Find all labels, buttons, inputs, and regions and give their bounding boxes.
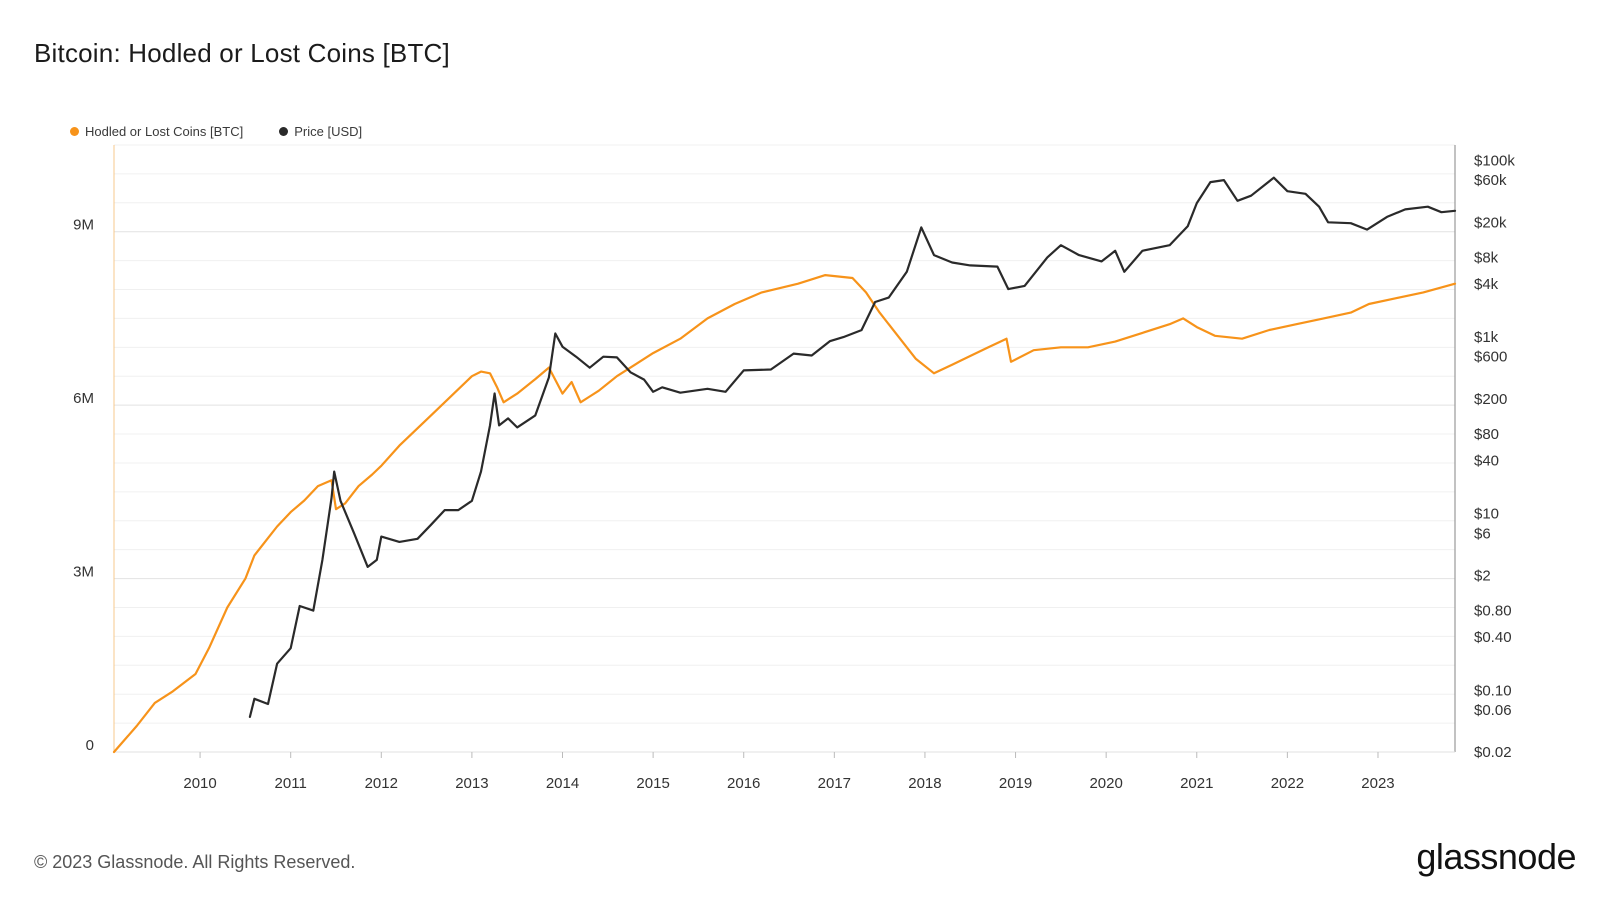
x-tick-label: 2016 [727,775,760,792]
right-tick-label: $6 [1474,525,1491,542]
x-tick-label: 2023 [1361,775,1394,792]
x-tick-label: 2015 [636,775,669,792]
right-tick-label: $80 [1474,426,1499,443]
left-tick-label: 0 [86,737,94,754]
right-tick-label: $0.40 [1474,629,1512,646]
x-tick-label: 2022 [1271,775,1304,792]
legend-item-price[interactable]: Price [USD] [279,124,362,139]
grid-lines [114,144,1455,753]
right-tick-label: $2 [1474,567,1491,584]
legend-dot-hodled [70,127,79,136]
left-tick-label: 6M [73,390,94,407]
hodled-coins-line [112,274,1457,754]
x-tick-label: 2019 [999,775,1032,792]
left-tick-label: 9M [73,217,94,234]
right-tick-label: $1k [1474,329,1499,346]
x-tick-label: 2014 [546,775,579,792]
chart-legend: Hodled or Lost Coins [BTC] Price [USD] [70,124,362,139]
right-tick-label: $4k [1474,276,1499,293]
series-lines [112,176,1457,754]
right-axis-ticks: $100k $60k $20k $8k $4k $1k $600 $200 $80 $40 $10 $… [1474,153,1515,761]
x-tick-label: 2021 [1180,775,1213,792]
x-tick-label: 2018 [908,775,941,792]
x-tick-label: 2017 [818,775,851,792]
x-tick-label: 2011 [275,775,307,792]
x-tick-label: 2020 [1089,775,1122,792]
plot-frame [113,145,1456,753]
legend-item-hodled[interactable]: Hodled or Lost Coins [BTC] [70,124,243,139]
right-tick-label: $0.80 [1474,603,1512,620]
legend-label-price: Price [USD] [294,124,363,139]
right-tick-label: $600 [1474,349,1507,366]
right-tick-label: $100k [1474,153,1515,170]
right-tick-label: $20k [1474,214,1507,231]
x-axis-ticks: 2010 2011 2012 2013 2014 2015 2016 2017 2018 2019… [183,752,1395,792]
legend-label-hodled: Hodled or Lost Coins [BTC] [85,124,244,139]
left-axis-ticks: 0 3M 6M 9M [73,217,94,754]
right-tick-label: $200 [1474,391,1507,408]
right-tick-label: $0.02 [1474,744,1512,761]
x-tick-label: 2012 [365,775,398,792]
right-tick-label: $0.06 [1474,702,1512,719]
right-tick-label: $40 [1474,453,1499,470]
x-tick-label: 2010 [183,775,216,792]
price-line [248,176,1457,718]
copyright-text: © 2023 Glassnode. All Rights Reserved. [34,852,356,872]
right-tick-label: $0.10 [1474,682,1512,699]
legend-dot-price [279,127,289,136]
glassnode-logo: glassnode [1416,836,1576,877]
right-tick-label: $10 [1474,506,1499,523]
x-tick-label: 2013 [455,775,488,792]
chart-title: Bitcoin: Hodled or Lost Coins [BTC] [34,38,450,68]
right-tick-label: $8k [1474,249,1499,266]
right-tick-label: $60k [1474,172,1507,189]
left-tick-label: 3M [73,564,94,581]
